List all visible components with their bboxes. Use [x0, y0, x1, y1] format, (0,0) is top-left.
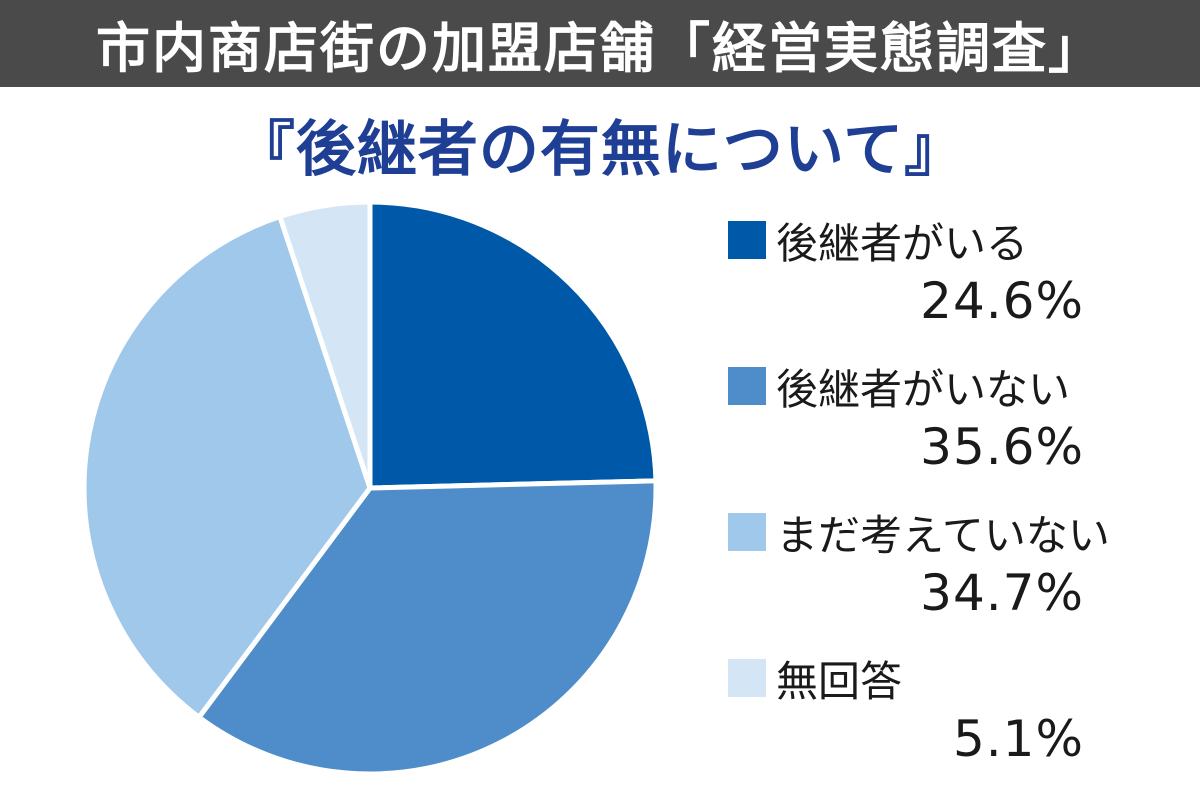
legend-label: 後継者がいない	[776, 364, 1071, 414]
legend-swatch	[728, 367, 766, 405]
legend-swatch	[728, 513, 766, 551]
legend-label: 後継者がいる	[776, 218, 1029, 268]
header-title: 市内商店街の加盟店舗「経営実態調査」	[0, 0, 1200, 87]
legend-item: 後継者がいる 24.6%	[728, 208, 1100, 354]
pie-slice	[367, 199, 659, 491]
legend-swatch	[728, 659, 766, 697]
legend-label: 無回答	[776, 656, 903, 706]
legend-label: まだ考えていない	[776, 510, 1110, 560]
legend-item: 無回答 5.1%	[728, 646, 1100, 792]
legend-value: 5.1%	[952, 710, 1084, 768]
pie-slice	[81, 214, 373, 720]
pie-slice	[277, 199, 373, 491]
legend: 後継者がいる 24.6% 後継者がいない 35.6% まだ考えていない 34.7…	[728, 208, 1110, 792]
legend-swatch	[728, 221, 766, 259]
legend-value: 24.6%	[920, 272, 1084, 330]
chart-title: 『後継者の有無について』	[234, 114, 966, 185]
legend-value: 35.6%	[920, 418, 1084, 476]
legend-value: 34.7%	[920, 564, 1084, 622]
legend-item: まだ考えていない 34.7%	[728, 500, 1110, 646]
legend-item: 後継者がいない 35.6%	[728, 354, 1100, 500]
pie-slice	[196, 478, 659, 777]
